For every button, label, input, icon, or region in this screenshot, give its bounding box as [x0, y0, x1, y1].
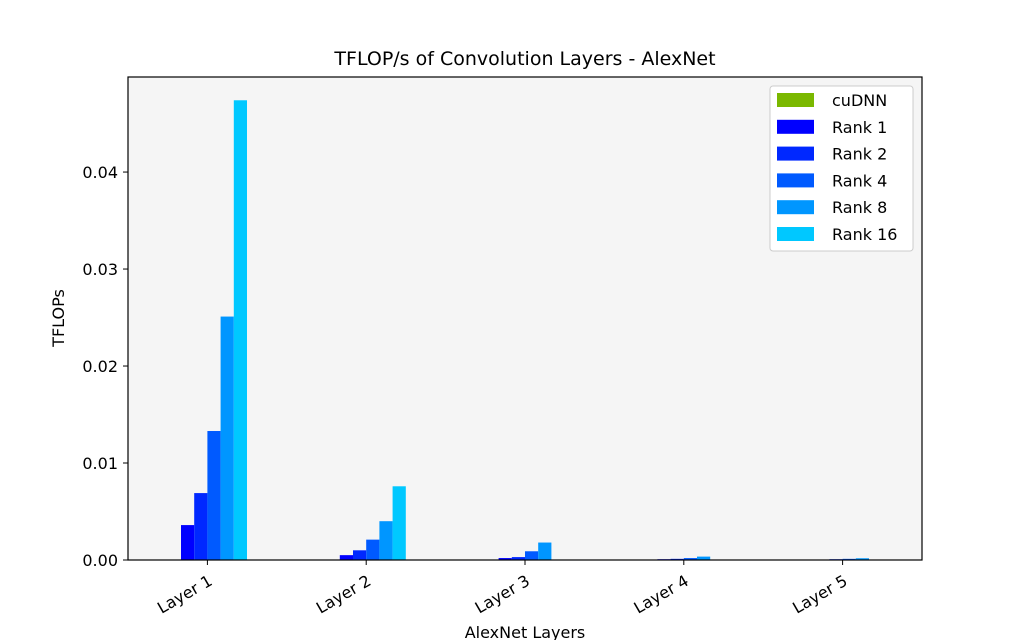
- chart-title: TFLOP/s of Convolution Layers - AlexNet: [333, 48, 715, 70]
- bar-rank-2-layer-2: [353, 550, 367, 560]
- legend-swatch: [777, 173, 814, 188]
- bar-rank-8-layer-4: [697, 556, 711, 560]
- legend-swatch: [777, 93, 814, 107]
- y-tick-label: 0.03: [82, 260, 118, 279]
- legend-label: Rank 4: [832, 171, 887, 190]
- bar-rank-1-layer-3: [498, 558, 512, 560]
- y-axis-label: TFLOPs: [49, 289, 68, 348]
- y-tick-label: 0.00: [82, 551, 118, 570]
- bar-rank-4-layer-4: [683, 558, 697, 560]
- bar-rank-8-layer-5: [855, 558, 869, 560]
- y-axis: 0.00 0.01 0.02 0.03 0.04: [82, 163, 128, 570]
- bar-rank-1-layer-2: [339, 555, 353, 560]
- legend: cuDNN Rank 1 Rank 2 Rank 4 Rank 8 Rank 16: [769, 85, 914, 252]
- legend-swatch: [777, 146, 814, 161]
- bar-rank-4-layer-3: [525, 551, 539, 560]
- bar-rank-8-layer-3: [538, 542, 552, 560]
- bar-rank-2-layer-3: [511, 557, 525, 560]
- legend-swatch: [777, 227, 814, 241]
- bar-rank-4-layer-2: [366, 539, 380, 560]
- bars: [181, 100, 869, 560]
- bar-rank-1-layer-1: [181, 525, 195, 560]
- x-axis-label: AlexNet Layers: [465, 623, 586, 640]
- bar-rank-2-layer-1: [194, 493, 208, 560]
- legend-label: Rank 2: [832, 145, 887, 164]
- legend-swatch: [777, 200, 814, 215]
- bar-rank-16-layer-2: [392, 486, 406, 560]
- y-tick-label: 0.04: [82, 163, 118, 182]
- bar-rank-4-layer-1: [207, 431, 221, 560]
- bar-rank-16-layer-1: [233, 100, 247, 560]
- y-tick-label: 0.01: [82, 454, 118, 473]
- legend-label: Rank 1: [832, 118, 887, 137]
- legend-label: cuDNN: [832, 91, 887, 110]
- legend-label: Rank 8: [832, 198, 887, 217]
- legend-label: Rank 16: [832, 225, 897, 244]
- y-tick-label: 0.02: [82, 357, 118, 376]
- bar-rank-8-layer-1: [220, 316, 234, 560]
- legend-swatch: [777, 119, 814, 134]
- bar-rank-8-layer-2: [379, 521, 393, 560]
